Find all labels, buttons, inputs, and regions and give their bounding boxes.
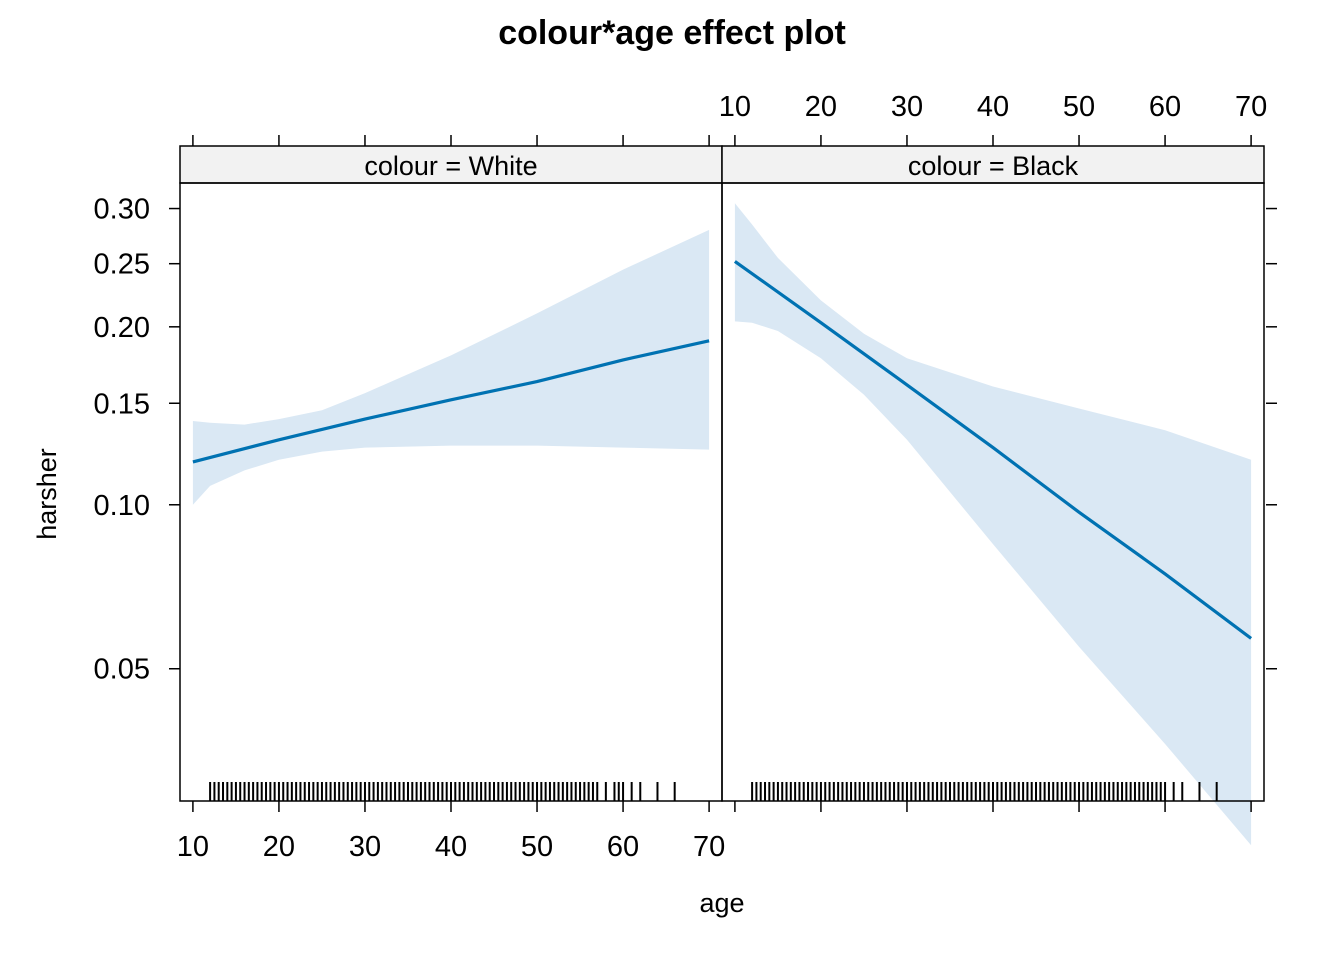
x-tick-label: 40	[435, 831, 467, 863]
confidence-band	[734, 203, 1252, 846]
y-tick-label: 0.20	[94, 312, 150, 344]
strip-label: colour = White	[364, 151, 537, 181]
x-tick-label: 30	[891, 91, 923, 123]
x-tick-label: 10	[177, 831, 209, 863]
x-tick-label: 20	[805, 91, 837, 123]
x-tick-label: 10	[719, 91, 751, 123]
y-tick-label: 0.25	[94, 249, 150, 281]
chart-title: colour*age effect plot	[498, 14, 846, 52]
y-axis: 0.05 0.10 0.15 0.20 0.25 0.30	[94, 194, 1277, 686]
y-axis-label: harsher	[32, 448, 62, 540]
x-tick-label: 60	[607, 831, 639, 863]
x-tick-label: 70	[1235, 91, 1267, 123]
x-tick-label: 60	[1149, 91, 1181, 123]
x-axis-label: age	[699, 888, 744, 918]
x-tick-label: 30	[349, 831, 381, 863]
x-tick-label: 40	[977, 91, 1009, 123]
panel-2: colour = Black 10 20 30 40 50 60 70	[719, 91, 1267, 846]
y-tick-label: 0.15	[94, 388, 150, 420]
x-tick-label: 50	[1063, 91, 1095, 123]
x-tick-label: 70	[693, 831, 725, 863]
x-tick-label: 20	[263, 831, 295, 863]
panel-1: colour = White 10 20 30 40 50 60 70	[177, 135, 725, 863]
fit-line	[192, 339, 710, 464]
strip-2	[721, 145, 1265, 184]
y-tick-label: 0.10	[94, 490, 150, 522]
y-tick-label: 0.05	[94, 654, 150, 686]
x-tick-label: 50	[521, 831, 553, 863]
fit-line	[733, 260, 1253, 640]
y-tick-label: 0.30	[94, 194, 150, 226]
strip-label: colour = Black	[908, 151, 1079, 181]
confidence-band	[192, 229, 710, 505]
